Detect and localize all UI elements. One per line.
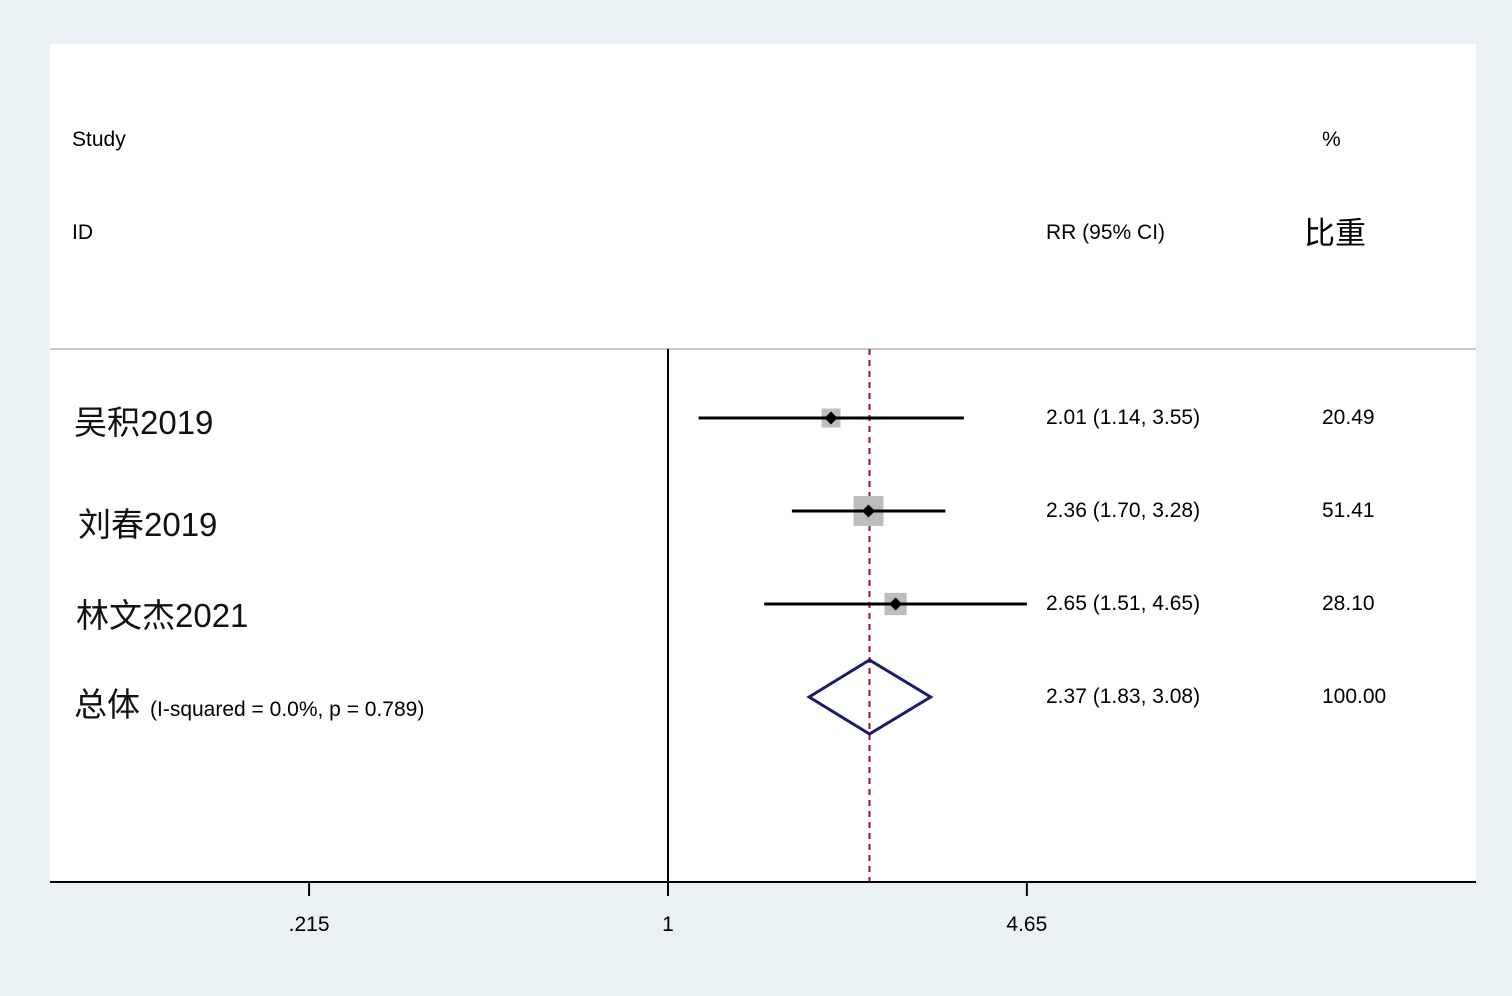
x-tick-label-2: 1 <box>662 913 674 936</box>
study-2-point-estimate <box>861 504 875 518</box>
study-label-1: 吴积2019 <box>74 404 214 441</box>
weight-percent-header: % <box>1322 128 1341 151</box>
study-3-rr-ci: 2.65 (1.51, 4.65) <box>1046 592 1201 615</box>
overall-weight: 100.00 <box>1322 685 1387 708</box>
overall-rr-ci: 2.37 (1.83, 3.08) <box>1046 685 1201 708</box>
study-1-point-estimate <box>824 411 838 425</box>
id-header: ID <box>72 221 93 244</box>
overall-label: 总体 (I-squared = 0.0%, p = 0.789) <box>74 678 424 726</box>
heterogeneity-stat: (I-squared = 0.0%, p = 0.789) <box>150 698 425 721</box>
overall-diamond <box>806 658 934 736</box>
study-3-weight: 28.10 <box>1322 592 1375 615</box>
study-2-rr-ci: 2.36 (1.70, 3.28) <box>1046 499 1201 522</box>
overall-title: 总体 <box>74 686 140 723</box>
x-tick-label-1: .215 <box>289 913 330 936</box>
weight-header: 比重 <box>1304 216 1366 251</box>
study-header: Study <box>72 128 126 151</box>
study-1-weight: 20.49 <box>1322 406 1375 429</box>
study-label-3: 林文杰2021 <box>76 597 249 634</box>
study-1-rr-ci: 2.01 (1.14, 3.55) <box>1046 406 1201 429</box>
study-label-2: 刘春2019 <box>78 506 218 543</box>
study-2-weight: 51.41 <box>1322 499 1375 522</box>
study-3-point-estimate <box>889 597 903 611</box>
plot-panel <box>50 44 1476 882</box>
ci-header: RR (95% CI) <box>1046 221 1166 244</box>
x-tick-label-3: 4.65 <box>1006 913 1047 936</box>
